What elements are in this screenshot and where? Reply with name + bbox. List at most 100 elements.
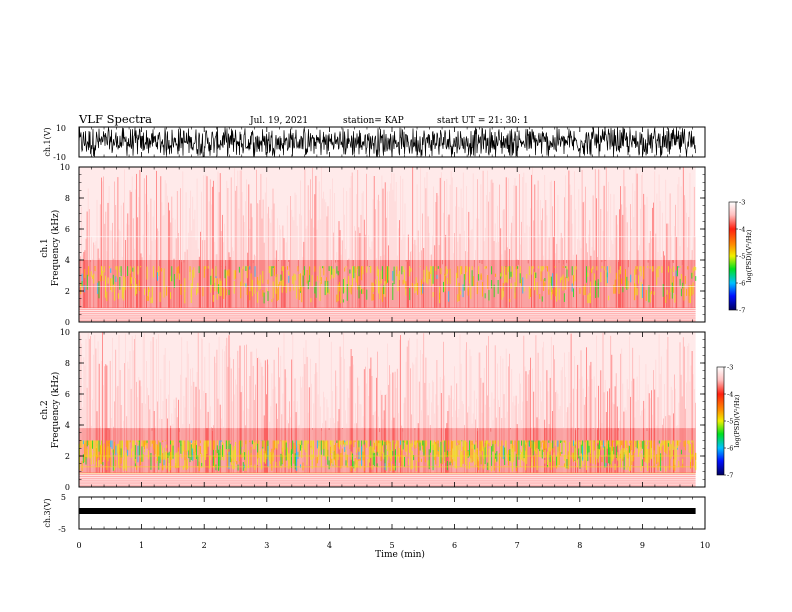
spectrogram-burst	[565, 266, 567, 268]
spectrogram-burst	[405, 284, 407, 296]
spectrogram-burst	[409, 446, 411, 452]
spectrogram-streak	[231, 401, 233, 473]
spectrogram-streak	[211, 427, 212, 473]
spectrogram-burst	[236, 461, 238, 465]
spectrogram-burst	[231, 444, 233, 465]
spectrogram-burst	[509, 266, 511, 279]
spectrogram-burst	[254, 442, 256, 450]
spectrogram-burst	[492, 444, 494, 452]
spectrogram-streak	[159, 266, 161, 308]
spectrogram-burst	[307, 280, 309, 290]
spectrogram-streak	[654, 171, 656, 309]
spectrogram-burst	[267, 446, 269, 468]
spectrogram-streak	[304, 364, 306, 474]
spectrogram-burst	[401, 440, 403, 451]
spectrogram-burst	[251, 440, 253, 445]
spectrogram-streak	[563, 427, 564, 473]
spectrogram-burst	[573, 288, 574, 298]
spectrogram-streak	[613, 194, 615, 308]
spectrogram-streak	[389, 191, 390, 308]
spectrogram-streak	[473, 267, 475, 308]
spectrogram-streak	[566, 412, 568, 473]
spectrogram-streak	[264, 360, 266, 473]
spectrogram-streak	[129, 190, 131, 308]
spectrogram-burst	[335, 442, 337, 466]
spectrogram-burst	[133, 442, 135, 461]
spectrogram-burst	[146, 295, 148, 301]
spectrogram-burst	[301, 445, 303, 454]
spectrogram-burst	[519, 453, 521, 467]
spectrogram-burst	[214, 440, 216, 450]
spectrogram-burst	[371, 446, 373, 470]
spectrogram-streak	[172, 217, 174, 309]
spectrogram-streak	[272, 389, 274, 474]
spectrogram-streak	[523, 172, 525, 309]
spectrogram-streak	[277, 218, 278, 308]
spectrogram-streak	[637, 400, 639, 473]
spectrogram-burst	[285, 442, 287, 461]
spectrogram-streak	[553, 345, 554, 474]
spectrogram-streak	[209, 179, 211, 309]
spectrogram-streak	[85, 238, 87, 308]
spectrogram-streak	[193, 219, 195, 308]
spectrogram-burst	[471, 441, 473, 445]
spectrogram-burst	[262, 440, 264, 447]
ch1-ylabel: ch.1(V)	[43, 127, 52, 156]
spectrogram-burst	[430, 266, 431, 274]
spectrogram-burst	[84, 440, 86, 444]
spectrogram-burst	[387, 440, 389, 452]
spectrogram-streak	[224, 223, 225, 309]
spectrogram-burst	[301, 285, 303, 303]
spectrogram-burst	[88, 440, 90, 446]
spectrogram-streak	[212, 186, 213, 308]
spectrogram-burst	[294, 445, 296, 449]
spectrogram-burst	[358, 285, 360, 299]
spectrogram-streak	[654, 389, 656, 473]
spectrogram-burst	[248, 266, 249, 268]
spectrogram-burst	[415, 440, 417, 449]
spectrogram-burst	[306, 451, 308, 466]
spectrogram-streak	[202, 240, 203, 309]
spectrogram-streak	[407, 340, 409, 474]
spectrogram-burst	[402, 279, 404, 285]
spectrogram-burst	[146, 440, 148, 443]
spectrogram-burst	[678, 460, 680, 467]
spectrogram-streak	[213, 180, 214, 308]
spectrogram-streak	[494, 223, 496, 308]
spectrogram-streak	[527, 374, 529, 473]
spectrogram-streak	[297, 267, 299, 308]
colorbar-tick-label: -5	[727, 418, 733, 426]
spectrogram-streak	[266, 394, 267, 474]
spectrogram-burst	[501, 440, 503, 460]
spectrogram-streak	[456, 187, 458, 308]
spectrogram-streak	[94, 335, 96, 473]
spectrogram-burst	[466, 266, 468, 273]
spectrogram-burst	[636, 288, 638, 296]
spectrogram-burst	[440, 268, 442, 275]
x-tick-label: 9	[640, 541, 645, 550]
spectrogram-streak	[96, 411, 98, 474]
spectrogram-burst	[449, 451, 451, 466]
spectrogram-burst	[684, 440, 686, 451]
spectrogram-streak	[641, 175, 642, 308]
spectrogram-streak	[602, 230, 604, 308]
spectrogram-burst	[457, 294, 459, 302]
spectrogram-burst	[225, 270, 227, 287]
spectrogram-burst	[241, 452, 243, 459]
spectrogram-streak	[272, 188, 274, 308]
spectrogram-streak	[591, 379, 593, 474]
spectrogram-burst	[500, 446, 502, 457]
spectrogram-streak	[293, 220, 295, 309]
spectrogram-burst	[511, 266, 513, 278]
y-tick-label: 8	[65, 359, 70, 368]
spectrogram-burst	[436, 440, 438, 455]
spectrogram-streak	[246, 344, 247, 474]
spectrogram-burst	[142, 454, 144, 462]
spectrogram-burst	[522, 440, 524, 461]
spectrogram-streak	[630, 204, 631, 308]
spectrogram-streak	[580, 350, 582, 474]
spectrogram-streak	[668, 261, 670, 308]
spectrogram-streak	[139, 170, 141, 309]
spectrogram-streak	[253, 254, 255, 308]
spectrogram-streak	[549, 377, 551, 474]
